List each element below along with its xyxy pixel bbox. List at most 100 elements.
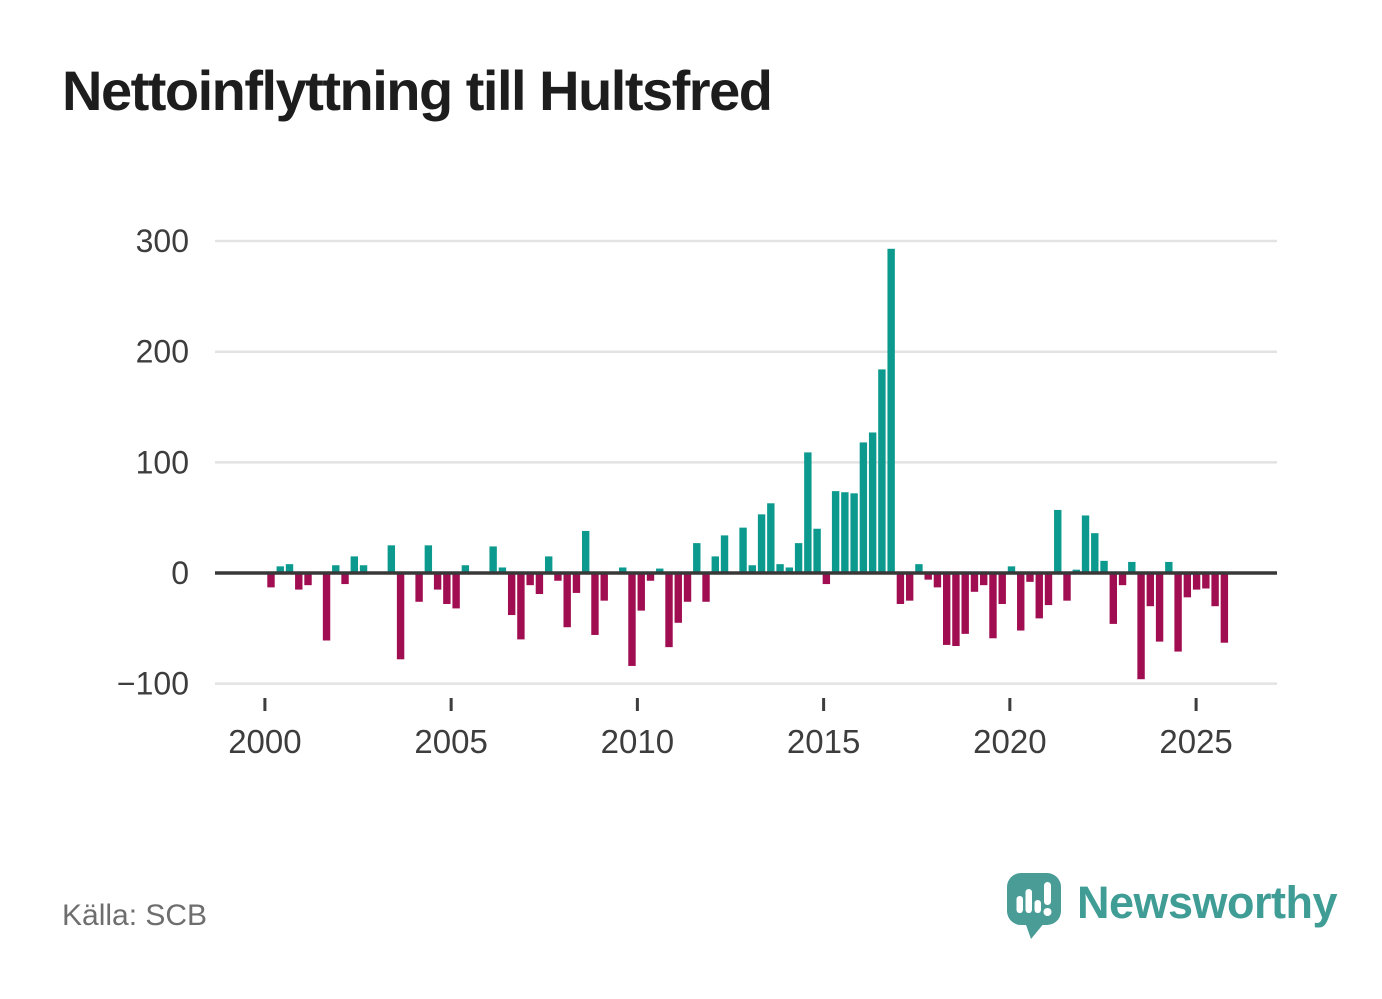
bar-positive <box>498 567 507 573</box>
bar-positive <box>1165 561 1173 573</box>
bar-positive <box>915 564 923 573</box>
bar-negative <box>1063 573 1071 601</box>
bar-negative <box>665 573 673 648</box>
bar-negative <box>905 573 914 601</box>
bar-negative <box>526 573 534 586</box>
bar-positive <box>1007 566 1016 573</box>
bar-positive <box>757 514 766 573</box>
bar-positive <box>544 556 553 573</box>
bar-positive <box>720 535 729 573</box>
bar-negative <box>1035 573 1043 619</box>
bar-negative <box>341 573 349 585</box>
bar-negative <box>563 573 571 628</box>
bar-positive <box>887 248 895 574</box>
x-tick-label: 2015 <box>787 723 860 760</box>
bar-positive <box>1054 509 1062 573</box>
bar-negative <box>396 573 405 660</box>
logo-speech-bubble-tail <box>1025 922 1045 939</box>
bar-negative <box>443 573 451 604</box>
bar-negative <box>646 573 655 581</box>
logo-bar-icon <box>1034 900 1041 913</box>
bar-positive <box>582 530 590 573</box>
bar-positive <box>332 565 340 573</box>
bar-negative <box>1137 573 1145 680</box>
bar-negative <box>1192 573 1201 590</box>
bar-negative <box>1118 573 1127 586</box>
bar-negative <box>591 573 599 635</box>
bar-negative <box>933 573 942 588</box>
y-tick-label: 0 <box>171 555 189 591</box>
bar-positive <box>748 565 757 573</box>
bar-negative <box>1017 573 1025 631</box>
bar-negative <box>554 573 562 581</box>
bar-negative <box>702 573 710 602</box>
bar-negative <box>1044 573 1053 606</box>
bar-positive <box>350 556 358 573</box>
bar-negative <box>989 573 997 639</box>
bar-positive <box>831 491 840 573</box>
bar-negative <box>267 573 275 588</box>
y-tick-label: 100 <box>136 444 189 480</box>
bar-positive <box>794 543 803 573</box>
bar-negative <box>683 573 692 602</box>
bar-positive <box>868 432 877 573</box>
bar-negative <box>507 573 516 616</box>
bar-positive <box>424 545 433 573</box>
x-tick-mark <box>822 698 826 711</box>
x-tick-mark <box>263 698 267 711</box>
bar-positive <box>1081 515 1090 573</box>
source-text: Källa: SCB <box>62 899 208 932</box>
bar-negative <box>600 573 608 601</box>
chart-title: Nettoinflyttning till Hultsfred <box>62 59 773 122</box>
bar-positive <box>878 369 886 573</box>
bar-negative <box>304 573 312 586</box>
bar-negative <box>322 573 331 641</box>
logo-bar-icon <box>1016 896 1023 913</box>
bar-positive <box>619 567 627 573</box>
bar-positive <box>804 452 812 573</box>
bar-negative <box>942 573 951 645</box>
bar-negative <box>415 573 423 602</box>
x-tick-mark <box>449 698 453 711</box>
x-tick-mark <box>635 698 639 711</box>
bar-negative <box>1026 573 1034 582</box>
bar-negative <box>952 573 960 647</box>
x-tick-label: 2000 <box>228 723 301 760</box>
x-tick-mark <box>1194 698 1198 711</box>
bar-negative <box>517 573 525 640</box>
bar-positive <box>711 556 719 573</box>
bar-negative <box>1155 573 1164 642</box>
bar-positive <box>767 503 775 573</box>
bar-negative <box>970 573 979 592</box>
x-tick-label: 2020 <box>973 723 1046 760</box>
bar-negative <box>674 573 682 623</box>
bar-negative <box>452 573 460 609</box>
y-tick-label: −100 <box>117 666 189 702</box>
bar-negative <box>572 573 581 593</box>
bar-negative <box>822 573 831 585</box>
bar-negative <box>1202 573 1210 589</box>
bar-negative <box>1109 573 1117 624</box>
bar-negative <box>433 573 442 590</box>
bar-negative <box>295 573 303 590</box>
bar-positive <box>813 528 821 573</box>
bar-negative <box>1211 573 1219 607</box>
bar-positive <box>359 565 368 573</box>
bar-positive <box>276 566 284 573</box>
bar-positive <box>285 564 294 573</box>
bar-negative <box>896 573 905 604</box>
bar-positive <box>1091 533 1099 573</box>
bar-positive <box>693 543 701 573</box>
bar-positive <box>776 564 784 573</box>
bar-positive <box>461 565 470 573</box>
bar-positive <box>656 568 664 573</box>
logo-exclamation-stem-icon <box>1044 882 1051 905</box>
bar-negative <box>637 573 645 611</box>
bar-negative <box>998 573 1006 604</box>
bar-negative <box>535 573 544 595</box>
brand-name: Newsworthy <box>1077 877 1338 928</box>
bar-positive <box>841 492 849 573</box>
bar-negative <box>1183 573 1192 598</box>
